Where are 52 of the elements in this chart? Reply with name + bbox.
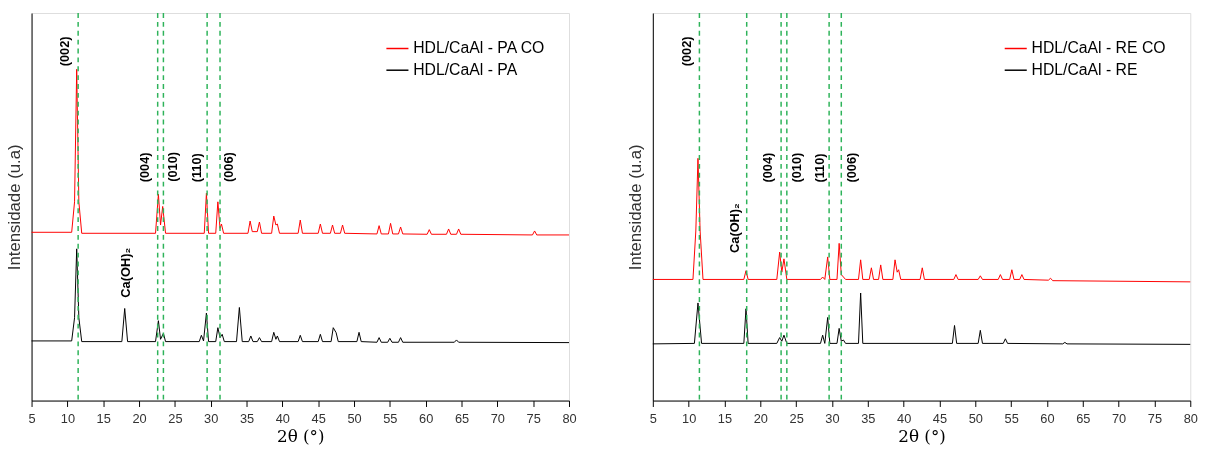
annotation: (002) [56, 36, 72, 67]
x-tick-label: 60 [419, 410, 434, 426]
x-tick-label: 15 [717, 410, 733, 426]
y-axis-title: Intensidade (u.a) [5, 144, 25, 271]
x-tick-label: 65 [1076, 410, 1091, 426]
legend-label: HDL/CaAl - PA CO [413, 39, 545, 57]
x-tick-label: 80 [562, 410, 577, 426]
annotation: (004) [136, 152, 152, 183]
x-tick-label: 25 [168, 410, 183, 426]
annotation: Ca(OH)₂ [118, 247, 134, 298]
legend-label: HDL/CaAl - RE [1031, 61, 1138, 79]
x-tick-label: 70 [490, 410, 505, 426]
x-tick-label: 75 [526, 410, 541, 426]
x-tick-label: 5 [649, 410, 657, 426]
x-tick-label: 50 [347, 410, 362, 426]
x-tick-label: 15 [96, 410, 111, 426]
annotation: (110) [811, 153, 827, 183]
annotation: Ca(OH)₂ [727, 202, 743, 253]
x-tick-label: 25 [789, 410, 804, 426]
annotation: (110) [188, 153, 204, 183]
annotation: (004) [760, 152, 776, 183]
x-tick-label: 20 [753, 410, 768, 426]
x-tick-label: 45 [932, 410, 948, 426]
legend-label: HDL/CaAl - RE CO [1031, 39, 1166, 57]
annotation: (010) [788, 152, 804, 183]
x-tick-label: 40 [897, 410, 912, 426]
x-tick-label: 30 [825, 410, 840, 426]
annotation: (006) [844, 152, 860, 183]
y-axis-title: Intensidade (u.a) [626, 144, 646, 271]
x-tick-label: 55 [1004, 410, 1019, 426]
x-tick-label: 5 [28, 410, 36, 426]
x-tick-label: 60 [1040, 410, 1055, 426]
x-tick-label: 80 [1183, 410, 1198, 426]
x-tick-label: 10 [682, 410, 697, 426]
x-tick-label: 30 [204, 410, 219, 426]
x-tick-label: 35 [239, 410, 255, 426]
x-tick-label: 35 [861, 410, 876, 426]
x-tick-label: 75 [1147, 410, 1163, 426]
annotation: (006) [220, 152, 236, 183]
x-tick-label: 50 [968, 410, 983, 426]
x-tick-label: 45 [311, 410, 326, 426]
x-tick-label: 40 [275, 410, 290, 426]
x-tick-label: 70 [1111, 410, 1127, 426]
x-tick-label: 20 [132, 410, 147, 426]
annotation: (002) [678, 36, 694, 67]
annotation: (010) [164, 151, 180, 182]
x-tick-label: 65 [454, 410, 470, 426]
legend-label: HDL/CaAl - PA [413, 61, 518, 79]
x-axis-title: 2θ (°) [277, 426, 325, 447]
x-tick-label: 55 [383, 410, 398, 426]
x-tick-label: 10 [60, 410, 75, 426]
x-axis-title: 2θ (°) [898, 426, 946, 447]
